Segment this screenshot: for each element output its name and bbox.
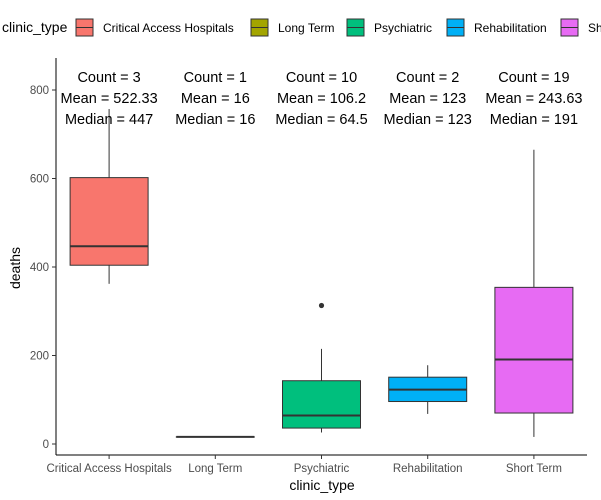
annotation-count: Count = 2 — [396, 70, 459, 86]
x-axis: Critical Access Hospitals Long Term Psychi… — [46, 454, 587, 475]
outlier-point — [318, 302, 325, 309]
legend-label: Critical Access Hospitals — [103, 21, 234, 35]
annotation-count: Count = 1 — [184, 70, 247, 86]
annotation-count: Count = 19 — [498, 70, 569, 86]
annotations: Count = 3 Mean = 522.33 Median = 447 Count … — [61, 70, 583, 128]
legend-label: Long Term — [278, 21, 334, 35]
y-axis: 0 200 400 600 800 — [30, 58, 57, 455]
legend-item: Rehabilitation — [446, 18, 547, 37]
annotation-mean: Mean = 123 — [389, 91, 466, 107]
y-axis-title: deaths — [7, 247, 23, 289]
box-iqr — [282, 380, 361, 429]
box-psychiatric — [282, 302, 361, 433]
legend-item: Critical Access Hospitals — [75, 18, 234, 37]
annotation-median: Median = 123 — [384, 112, 472, 128]
y-tick-label: 800 — [30, 85, 49, 97]
annotation-median: Median = 64.5 — [275, 112, 367, 128]
annotation-count: Count = 3 — [77, 70, 140, 86]
legend-item: Sh — [560, 18, 601, 37]
annotation-median: Median = 191 — [490, 112, 578, 128]
annotation-mean: Mean = 16 — [181, 91, 250, 107]
y-tick-label: 400 — [30, 262, 49, 274]
x-tick-label: Long Term — [188, 463, 242, 475]
box-critical-access-hospitals — [69, 109, 149, 284]
box-iqr — [494, 286, 574, 414]
box-rehabilitation — [388, 365, 468, 414]
x-tick-label: Critical Access Hospitals — [46, 463, 172, 475]
legend-item: Psychiatric — [346, 18, 432, 37]
legend-label: Rehabilitation — [474, 21, 547, 35]
annotation-count: Count = 10 — [286, 70, 357, 86]
x-tick-label: Short Term — [506, 463, 562, 475]
legend-item: Long Term — [250, 18, 334, 37]
box-iqr — [69, 177, 149, 266]
annotation-mean: Mean = 106.2 — [277, 91, 366, 107]
box-short-term — [494, 149, 574, 437]
y-tick-label: 0 — [43, 439, 49, 451]
annotation-median: Median = 16 — [175, 112, 255, 128]
legend-label: Sh — [588, 21, 601, 35]
y-tick-label: 200 — [30, 351, 49, 363]
legend-label: Psychiatric — [374, 21, 432, 35]
legend-title: clinic_type — [2, 19, 68, 35]
y-tick-label: 600 — [30, 174, 49, 186]
annotation-median: Median = 447 — [65, 112, 153, 128]
legend: clinic_type Critical Access Hospitals Long… — [2, 18, 601, 37]
annotation-mean: Mean = 243.63 — [485, 91, 582, 107]
x-tick-label: Rehabilitation — [393, 463, 463, 475]
annotation-mean: Mean = 522.33 — [61, 91, 158, 107]
boxes — [69, 109, 574, 438]
x-tick-label: Psychiatric — [294, 463, 350, 475]
x-axis-title: clinic_type — [289, 477, 355, 493]
